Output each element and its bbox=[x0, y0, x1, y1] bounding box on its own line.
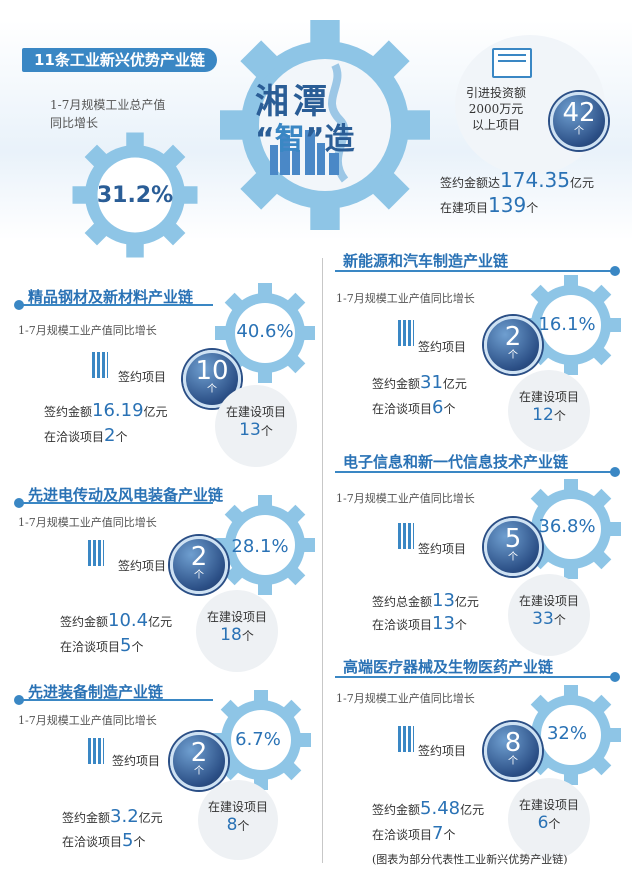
sign-project-label: 签约项目 bbox=[118, 559, 167, 573]
header-banner: 11条工业新兴优势产业链 bbox=[22, 48, 217, 72]
section-underline bbox=[335, 676, 615, 678]
sign-amount-line: 签约总金额13亿元 bbox=[372, 590, 479, 611]
section-title: 电子信息和新一代信息技术产业链 bbox=[343, 453, 569, 471]
negotiating-line: 在洽谈项目13个 bbox=[372, 613, 467, 634]
section-dot bbox=[610, 467, 620, 477]
section-underline bbox=[335, 270, 615, 272]
document-icon bbox=[492, 48, 532, 78]
growth-value: 16.1% bbox=[538, 314, 596, 335]
section-title: 先进电传动及风电装备产业链 bbox=[28, 486, 224, 504]
section-underline bbox=[335, 471, 615, 473]
sign-count-badge: 10 个 bbox=[183, 350, 241, 408]
section-underline bbox=[18, 502, 213, 504]
central-title: 湘潭 “智”造 bbox=[255, 82, 355, 157]
building-icon bbox=[398, 320, 414, 346]
total-growth-label: 1-7月规模工业总产值 同比增长 bbox=[50, 98, 166, 130]
section-title: 精品钢材及新材料产业链 bbox=[28, 288, 194, 306]
growth-value: 28.1% bbox=[231, 536, 289, 557]
sign-amount-line: 签约金额31亿元 bbox=[372, 372, 467, 393]
section-underline bbox=[18, 304, 213, 306]
section-title: 新能源和汽车制造产业链 bbox=[343, 252, 509, 270]
building-icon bbox=[398, 726, 414, 752]
negotiating-line: 在洽谈项目2个 bbox=[44, 425, 128, 446]
footnote: (图表为部分代表性工业新兴优势产业链) bbox=[372, 853, 568, 866]
growth-label: 1-7月规模工业产值同比增长 bbox=[18, 324, 157, 337]
in-build-circle: 在建设项目 8个 bbox=[198, 780, 278, 860]
growth-label: 1-7月规模工业产值同比增长 bbox=[18, 714, 157, 727]
in-build-circle: 在建设项目 12个 bbox=[508, 370, 590, 452]
central-gear-icon bbox=[220, 20, 430, 231]
negotiating-line: 在洽谈项目6个 bbox=[372, 397, 456, 418]
sign-amount-line: 签约金额16.19亿元 bbox=[44, 400, 168, 421]
sign-amount-line: 签约金额5.48亿元 bbox=[372, 798, 485, 819]
sign-project-label: 签约项目 bbox=[418, 340, 467, 354]
section-dot bbox=[610, 266, 620, 276]
section-underline bbox=[18, 699, 213, 701]
growth-value: 6.7% bbox=[235, 729, 281, 750]
section-dot bbox=[610, 672, 620, 682]
in-build-circle: 在建设项目 6个 bbox=[508, 778, 590, 860]
building-icon bbox=[88, 540, 104, 566]
growth-label: 1-7月规模工业产值同比增长 bbox=[336, 492, 475, 505]
building-icon bbox=[398, 523, 414, 549]
in-build-circle: 在建设项目 13个 bbox=[215, 385, 297, 467]
section-title: 先进装备制造产业链 bbox=[28, 683, 164, 701]
building-icon bbox=[92, 352, 108, 378]
sign-total-line: 签约金额达174.35亿元 bbox=[440, 168, 595, 192]
sign-project-label: 签约项目 bbox=[118, 370, 167, 384]
invest-count-badge: 42 个 bbox=[550, 92, 608, 150]
negotiating-line: 在洽谈项目7个 bbox=[372, 823, 456, 844]
section-title: 高端医疗器械及生物医药产业链 bbox=[343, 658, 554, 676]
invest-label: 引进投资额 2000万元 以上项目 bbox=[466, 86, 527, 132]
growth-value: 36.8% bbox=[538, 516, 596, 537]
in-build-circle: 在建设项目 18个 bbox=[196, 590, 278, 672]
growth-value: 40.6% bbox=[236, 321, 294, 342]
column-divider bbox=[322, 258, 323, 863]
sign-project-label: 签约项目 bbox=[418, 542, 467, 556]
negotiating-line: 在洽谈项目5个 bbox=[60, 635, 144, 656]
build-total-line: 在建项目139个 bbox=[440, 193, 539, 217]
sign-amount-line: 签约金额3.2亿元 bbox=[62, 806, 163, 827]
growth-value: 32% bbox=[546, 723, 587, 744]
growth-label: 1-7月规模工业产值同比增长 bbox=[336, 292, 475, 305]
total-growth-value: 31.2% bbox=[96, 183, 174, 208]
in-build-circle: 在建设项目 33个 bbox=[508, 574, 590, 656]
building-icon bbox=[88, 738, 104, 764]
sign-project-label: 签约项目 bbox=[112, 754, 161, 768]
sign-project-label: 签约项目 bbox=[418, 744, 467, 758]
growth-label: 1-7月规模工业产值同比增长 bbox=[18, 516, 157, 529]
negotiating-line: 在洽谈项目5个 bbox=[62, 830, 146, 851]
sign-amount-line: 签约金额10.4亿元 bbox=[60, 610, 173, 631]
growth-label: 1-7月规模工业产值同比增长 bbox=[336, 692, 475, 705]
